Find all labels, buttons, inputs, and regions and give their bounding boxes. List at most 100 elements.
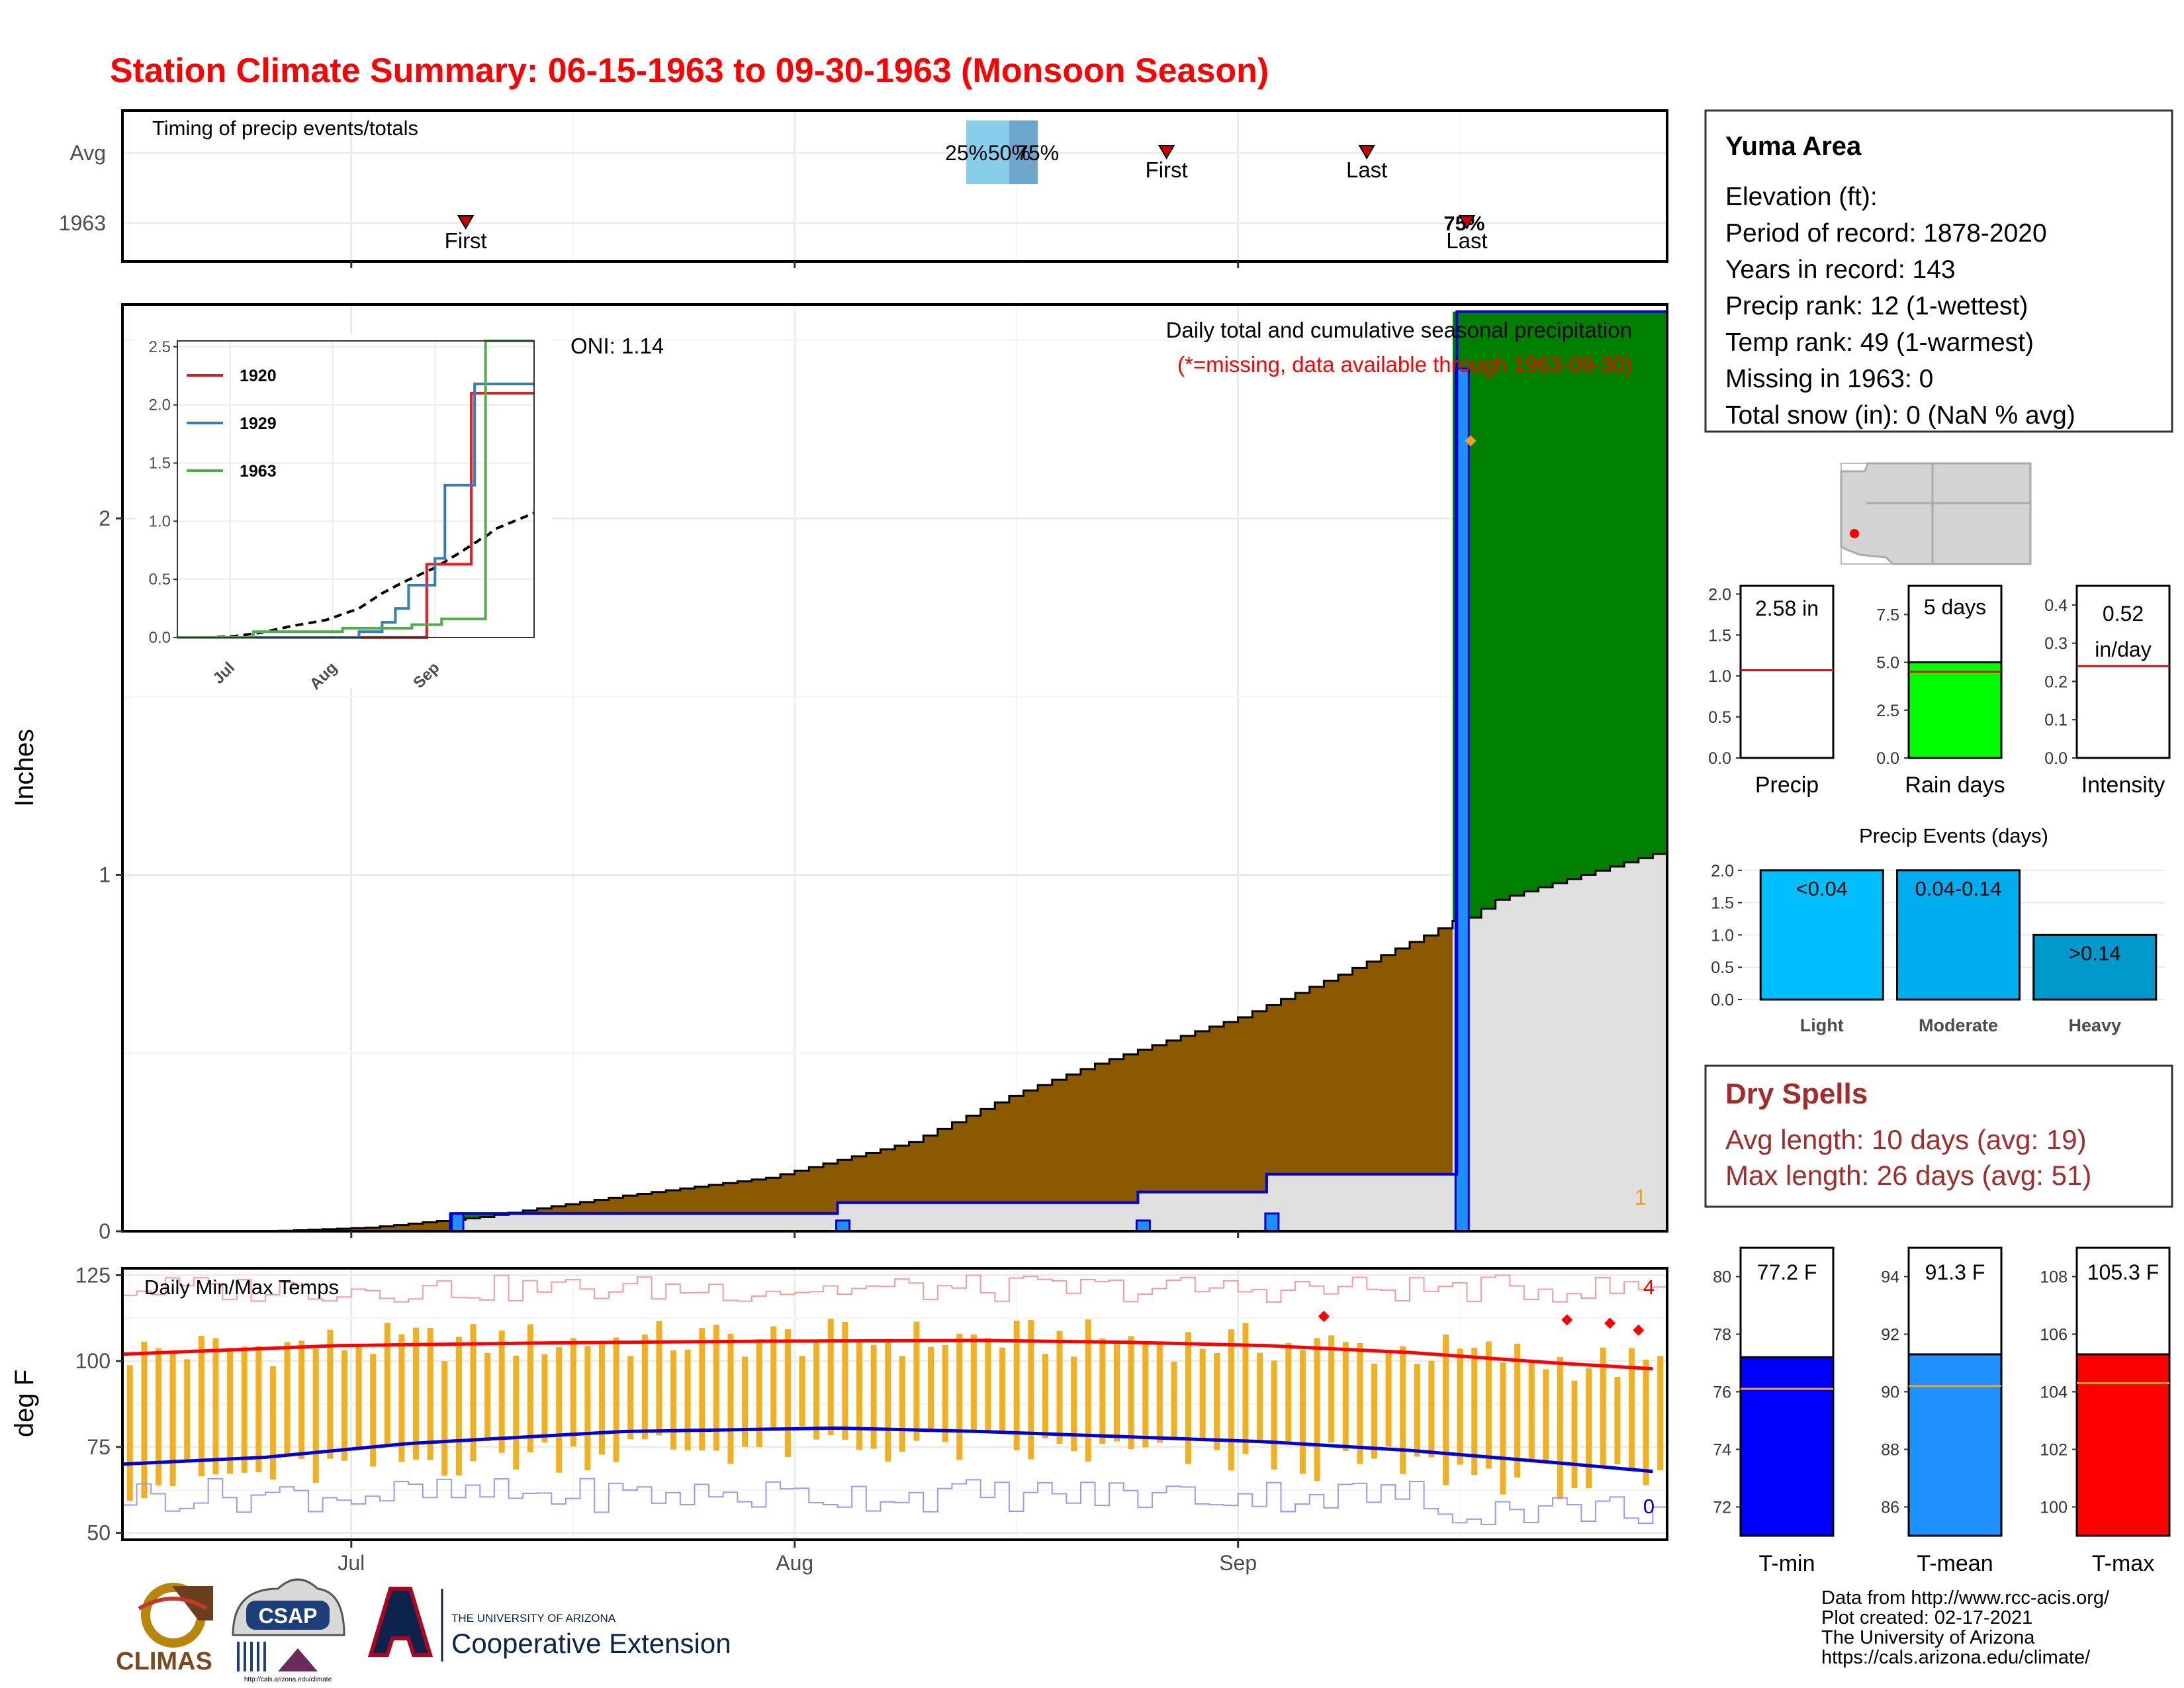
daily-temp-bar [1485, 1341, 1492, 1469]
info-line-years: Years in record: 143 [1725, 256, 1956, 284]
events-bar [2032, 933, 2158, 1001]
daily-temp-bar [985, 1338, 991, 1432]
tbox-y-tick-label: 102 [2040, 1441, 2068, 1460]
daily-temp-bar [942, 1344, 948, 1442]
daily-temp-bar [1285, 1342, 1292, 1445]
mini-label: Rain days [1905, 773, 2005, 798]
missing-marker [1465, 435, 1477, 447]
record-max-marker [1604, 1317, 1616, 1329]
daily-precip-bar [1264, 1212, 1280, 1233]
footer-line-university: The University of Arizona [1821, 1627, 2035, 1648]
ua-bottom-text: Cooperative Extension [451, 1628, 731, 1659]
daily-temp-bar [1514, 1343, 1521, 1478]
inset-legend-label: 1963 [240, 462, 277, 481]
events-category-label: Moderate [1919, 1015, 1998, 1035]
daily-temp-bar [1586, 1368, 1592, 1489]
daily-temp-bar [355, 1346, 362, 1448]
daily-temp-bar [627, 1356, 634, 1440]
precip-events-chart: Precip Events (days) 0.0 0.5 1.0 1.5 2.0 <0.0… [1711, 824, 2165, 1035]
inset-series-line [177, 340, 534, 639]
tbox-y-tick-label: 72 [1713, 1499, 1731, 1517]
timing-1963-last-marker [1458, 215, 1476, 230]
daily-temp-bar [212, 1338, 219, 1475]
daily-temp-bar [527, 1324, 533, 1453]
daily-temp-bar [1099, 1338, 1106, 1444]
record-tmin-line [122, 1477, 1667, 1526]
mini-y-tick-label: 0.2 [2044, 673, 2068, 691]
daily-temp-bar [1013, 1320, 1020, 1450]
daily-temp-bar [455, 1336, 462, 1476]
inset-y-tick-label: 1.0 [149, 512, 171, 530]
timing-row-1963: 1963 [59, 211, 106, 235]
daily-temp-bar [1299, 1350, 1306, 1474]
daily-temp-bar [727, 1333, 734, 1464]
inset-y-tick-label: 0.0 [149, 629, 171, 647]
daily-temp-bar [1028, 1320, 1034, 1460]
precip-y-tick-label: 0 [99, 1219, 111, 1243]
events-y-tick-label: 1.5 [1711, 894, 1734, 913]
map-borders [1866, 463, 2030, 564]
tbox-frame [2075, 1246, 2171, 1537]
inset-y-tick-label: 0.5 [149, 571, 171, 588]
events-bar-label: <0.04 [1796, 877, 1848, 900]
daily-temp-bar [970, 1335, 977, 1432]
daily-temp-bar [541, 1354, 548, 1443]
daily-temp-bar [784, 1329, 791, 1457]
mini-label: Precip [1755, 773, 1819, 798]
tmin-chart: 72 74 76 78 80 77.2 F T-min [1713, 1246, 1835, 1576]
daily-temp-bar [327, 1329, 334, 1459]
temp-gridlines [122, 1268, 1667, 1540]
precip-y-tick-label: 1 [99, 863, 111, 887]
footer-line-data: Data from http://www.rcc-acis.org/ [1821, 1587, 2110, 1609]
info-line-snow: Total snow (in): 0 (NaN % avg) [1725, 401, 2075, 430]
inset-chart: 0.00.51.01.52.02.5 Jul Aug Sep 19201929196… [136, 334, 553, 693]
info-line-elevation: Elevation (ft): [1725, 183, 1878, 211]
tbox-y-tick-label: 76 [1713, 1383, 1731, 1402]
timing-frame [121, 109, 1668, 263]
daily-temp-bar [1571, 1380, 1578, 1488]
daily-temp-bar [312, 1348, 319, 1483]
temp-y-tick-label: 100 [75, 1349, 111, 1373]
daily-temp-bar [1199, 1348, 1206, 1439]
daily-temp-bar [799, 1356, 805, 1427]
tbox-y-tick-label: 94 [1881, 1268, 1899, 1287]
daily-temp-bar [1228, 1329, 1234, 1471]
daily-temp-bar [1171, 1361, 1177, 1439]
daily-temp-bar [470, 1324, 477, 1462]
tbox-y-tick-label: 92 [1881, 1326, 1899, 1344]
inset-y-axis: 0.0 0.5 1.0 1.5 2.0 2.5 [149, 338, 177, 647]
mini-intensity-chart: 0.0 0.1 0.2 0.3 0.4 Intensity 0.52 in/day [2044, 585, 2171, 798]
location-map [1840, 462, 2032, 565]
inset-legend-label: 1920 [240, 367, 277, 385]
tbox-y-tick-label: 90 [1881, 1383, 1899, 1402]
daily-temp-bar [484, 1352, 491, 1442]
daily-temp-bar [284, 1342, 291, 1456]
daily-temp-bar [570, 1338, 576, 1447]
daily-temp-bar [441, 1361, 448, 1476]
station-location-dot [1850, 529, 1859, 538]
avg-cumulative-fill [122, 854, 1667, 1231]
daily-temp-bar [813, 1341, 820, 1440]
daily-temp-bar [713, 1325, 719, 1451]
events-category-label: Heavy [2068, 1015, 2121, 1035]
temp-y-tick-label: 125 [75, 1263, 111, 1287]
daily-temp-bar [1643, 1360, 1649, 1485]
daily-temp-bar [670, 1350, 677, 1450]
precip-y-label: Inches [10, 729, 39, 807]
mini-y-tick-label: 1.5 [1708, 626, 1731, 645]
daily-temp-bar [684, 1349, 691, 1451]
record-max-marker [1561, 1314, 1573, 1326]
tbox-frame [1907, 1246, 2003, 1537]
cumulative-1963-line [122, 310, 1667, 1233]
csap-url: http://cals.arizona.edu/climate [244, 1676, 332, 1683]
csap-mountain [278, 1648, 318, 1671]
climas-logo: CLIMAS [116, 1583, 213, 1675]
timing-1963-first-label: First [445, 228, 487, 253]
timing-avg-last-label: Last [1346, 158, 1387, 182]
tbox-label: T-min [1759, 1551, 1815, 1576]
events-category-label: Light [1800, 1015, 1844, 1035]
csap-badge [246, 1601, 330, 1630]
inset-legend: 1920 1929 1963 [187, 367, 277, 481]
month-axis: Jul Aug Sep [338, 261, 1257, 1575]
daily-temp-bar [699, 1328, 705, 1451]
